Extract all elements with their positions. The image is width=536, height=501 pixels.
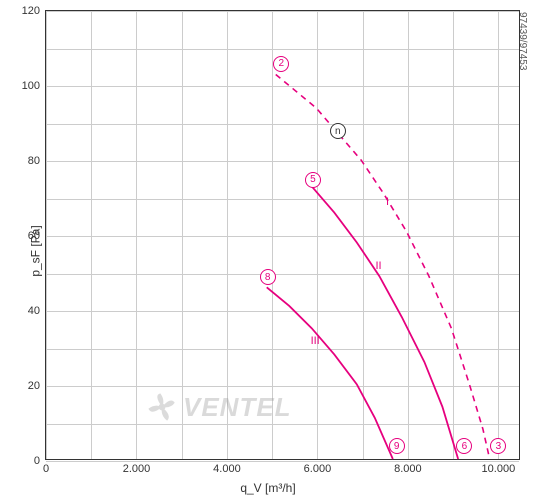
watermark: VENTEL [145,390,292,424]
region-label-I: I [386,196,389,208]
x-tick-label: 6.000 [304,459,332,475]
marker-n: n [330,123,346,139]
chart-area: 02040608010012002.0004.0006.0008.00010.0… [45,10,520,460]
marker-2: 2 [273,56,289,72]
grid-line-horizontal [46,461,519,462]
marker-8: 8 [260,269,276,285]
region-label-III: III [311,335,320,347]
y-tick-label: 80 [28,155,46,167]
y-tick-label: 120 [22,5,46,17]
curve-curve-I-dashed [276,74,490,459]
curve-curve-III-solid [267,287,393,459]
marker-3: 3 [490,438,506,454]
x-tick-label: 0 [43,459,49,475]
x-tick-label: 10.000 [482,459,516,475]
y-tick-label: 60 [28,230,46,242]
fan-icon [145,390,179,424]
watermark-text: VENTEL [183,392,292,423]
x-tick-label: 8.000 [394,459,422,475]
marker-6: 6 [456,438,472,454]
y-tick-label: 100 [22,80,46,92]
marker-5: 5 [305,172,321,188]
y-tick-label: 40 [28,305,46,317]
x-tick-label: 2.000 [123,459,151,475]
region-label-II: II [375,260,381,272]
curve-curve-II-solid [312,186,458,459]
x-tick-label: 4.000 [213,459,241,475]
y-tick-label: 20 [28,380,46,392]
marker-9: 9 [389,438,405,454]
x-axis-title: q_V [m³/h] [240,481,295,495]
